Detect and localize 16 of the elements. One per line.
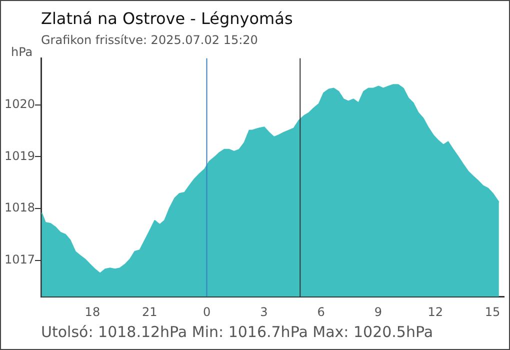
y-tick-label: 1020 <box>4 96 35 111</box>
x-tick-label: 9 <box>374 304 382 319</box>
x-tick-label: 15 <box>484 304 500 319</box>
x-tick-label: 12 <box>428 304 444 319</box>
text: Utolsó: 1018.12hPa Min: 1016.7hPa Max: 1020.5hPa <box>41 323 434 341</box>
x-tick-label: 3 <box>260 304 268 319</box>
y-tick-label: 1017 <box>4 252 35 266</box>
x-tick-label: 6 <box>317 304 325 319</box>
x-tick-label: 0 <box>202 304 211 319</box>
y-tick-label: 1018 <box>4 200 35 215</box>
y-axis-title: hPa <box>11 45 33 59</box>
y-tick-label: 1019 <box>4 148 35 163</box>
chart-title: Zlatná na Ostrove - Légnyomás <box>41 9 293 28</box>
chart-subtitle: Grafikon frissítve: 2025.07.02 15:20 <box>41 33 258 47</box>
x-tick-label: 21 <box>142 304 158 319</box>
x-tick-label: 18 <box>84 304 100 319</box>
